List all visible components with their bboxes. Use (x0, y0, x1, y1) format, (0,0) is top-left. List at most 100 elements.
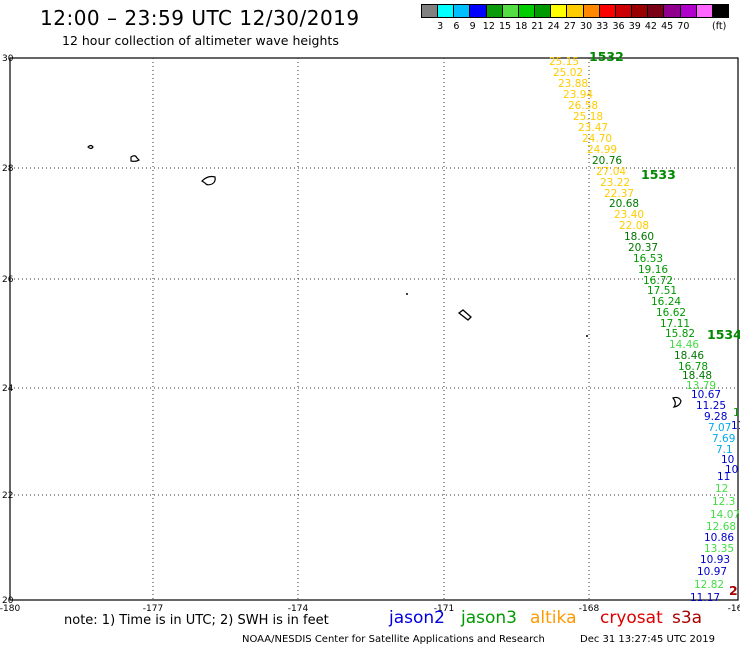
wave-height-value: 7.1 (716, 444, 733, 456)
color-scale-label: 42 (644, 21, 657, 32)
wave-height-value: 10.67 (691, 389, 721, 401)
color-scale-label: 30 (580, 21, 593, 32)
wave-height-value: 19.16 (638, 264, 668, 276)
satellite-legend-jason3: jason3 (461, 608, 517, 628)
wave-height-value: 25.02 (553, 67, 583, 79)
wave-height-value: 20.68 (609, 198, 639, 210)
wave-height-value: 24.70 (582, 133, 612, 145)
wave-height-value: 13.79 (686, 380, 716, 392)
color-scale-label: 9 (469, 21, 476, 32)
wave-height-value: 16.78 (678, 361, 708, 373)
pass-labels: 1532 1533 1534 2 (589, 49, 740, 598)
color-scale-label: 70 (677, 21, 690, 32)
wave-height-value: 20.76 (592, 155, 622, 167)
wave-height-value: 12.68 (706, 521, 736, 533)
wave-height-value: 23.40 (614, 209, 644, 221)
wave-height-value: 24.99 (587, 144, 617, 156)
island-outline (87, 144, 94, 150)
color-scale-label: 15 (499, 21, 512, 32)
color-scale-swatch (712, 5, 728, 17)
wave-height-value: 12.3 (712, 496, 735, 508)
color-scale-label: 27 (563, 21, 576, 32)
island-outline (457, 309, 472, 321)
longitude-tick-label: -168 (579, 604, 600, 614)
color-scale-swatch (470, 5, 487, 17)
color-scale-swatch (696, 5, 713, 17)
longitude-tick-label: -180 (0, 604, 20, 614)
wave-height-value: 12 (715, 483, 728, 495)
wave-height-value: 16.62 (656, 307, 686, 319)
color-scale-swatch (680, 5, 697, 17)
map-title: 12:00 – 23:59 UTC 12/30/2019 (40, 6, 360, 30)
color-scale-label: 33 (596, 21, 609, 32)
wave-height-value: 18.48 (682, 370, 712, 382)
color-scale-label: 6 (453, 21, 460, 32)
wave-height-value: 27.04 (596, 166, 626, 178)
wave-height-value: 16.53 (633, 253, 663, 265)
latitude-tick-label: 22 (2, 491, 13, 501)
island-outline (130, 155, 140, 162)
orbit-pass-label: 2 (729, 583, 738, 598)
wave-height-value: 11 (731, 420, 740, 432)
wave-height-value: 25.15 (549, 56, 579, 68)
color-scale-swatch (454, 5, 471, 17)
color-scale-swatch (502, 5, 519, 17)
wave-height-value: 23.88 (558, 78, 588, 90)
wave-height-value: 1 (733, 407, 740, 419)
orbit-pass-label: 1534 (707, 327, 740, 342)
color-scale-swatch (664, 5, 681, 17)
wave-height-value: 25.18 (573, 111, 603, 123)
color-scale-label: 45 (661, 21, 674, 32)
wave-height-value: 16.24 (651, 296, 681, 308)
color-scale-label: 18 (515, 21, 528, 32)
wave-height-value: 10 (721, 454, 734, 466)
credit-text: NOAA/NESDIS Center for Satellite Applica… (242, 634, 545, 645)
map-subtitle: 12 hour collection of altimeter wave hei… (62, 33, 339, 48)
generated-timestamp: Dec 31 13:27:45 UTC 2019 (580, 634, 715, 645)
wave-height-value: 11.17 (690, 592, 720, 604)
wave-height-value: 18.60 (624, 231, 654, 243)
longitude-tick-label: -171 (434, 604, 454, 614)
wave-height-value: 10.97 (697, 566, 727, 578)
wave-height-value: 10.86 (704, 532, 734, 544)
latitude-tick-label: 26 (2, 275, 14, 285)
altimeter-observations: 25.1525.0223.8823.9426.5825.1823.4724.70… (549, 56, 740, 604)
color-scale-label: 39 (628, 21, 641, 32)
wave-height-value: 17.11 (660, 318, 690, 330)
color-scale-swatch (535, 5, 552, 17)
wave-height-value: 23.47 (578, 122, 608, 134)
color-scale-label: 36 (612, 21, 625, 32)
latitude-tick-label: 20 (2, 596, 14, 606)
island-dot (586, 335, 588, 337)
color-scale-label: 24 (547, 21, 560, 32)
color-scale-swatch (583, 5, 600, 17)
wave-height-value: 11.25 (696, 400, 726, 412)
wave-height-value: 9.28 (704, 411, 727, 423)
color-scale-unit: (ft) (712, 21, 727, 32)
latitude-tick-label: 28 (2, 164, 14, 174)
wave-height-value: 7.69 (712, 433, 735, 445)
island-outline (671, 396, 682, 408)
wave-height-value: 18.46 (674, 350, 704, 362)
color-scale-swatch (567, 5, 584, 17)
wave-height-value: 11 (717, 471, 730, 483)
color-scale-bar (421, 4, 729, 18)
color-scale-swatch (518, 5, 536, 17)
satellite-legend-cryosat: cryosat (600, 608, 663, 628)
color-scale-swatch (438, 5, 455, 17)
wave-height-value: 17.51 (647, 285, 677, 297)
color-scale-swatch (486, 5, 503, 17)
satellite-legend-s3a: s3a (672, 608, 703, 628)
color-scale-label: 3 (437, 21, 444, 32)
wave-height-value: 16.72 (643, 275, 673, 287)
latitude-tick-label: 30 (2, 54, 14, 64)
wave-height-value: 22.08 (619, 220, 649, 232)
wave-height-value: 14.07 (710, 509, 740, 521)
wave-height-value: 26.58 (568, 100, 598, 112)
latitude-tick-label: 24 (2, 384, 14, 394)
color-scale-labels: 3 6 9 12 15 18 21 24 27 30 33 36 39 42 45 70 (421, 21, 729, 33)
satellite-legend-altika: altika (530, 608, 577, 628)
color-scale-legend: 3 6 9 12 15 18 21 24 27 30 33 36 39 42 45 70 (421, 4, 729, 36)
footer-note: note: 1) Time is in UTC; 2) SWH is in fe… (64, 613, 329, 628)
